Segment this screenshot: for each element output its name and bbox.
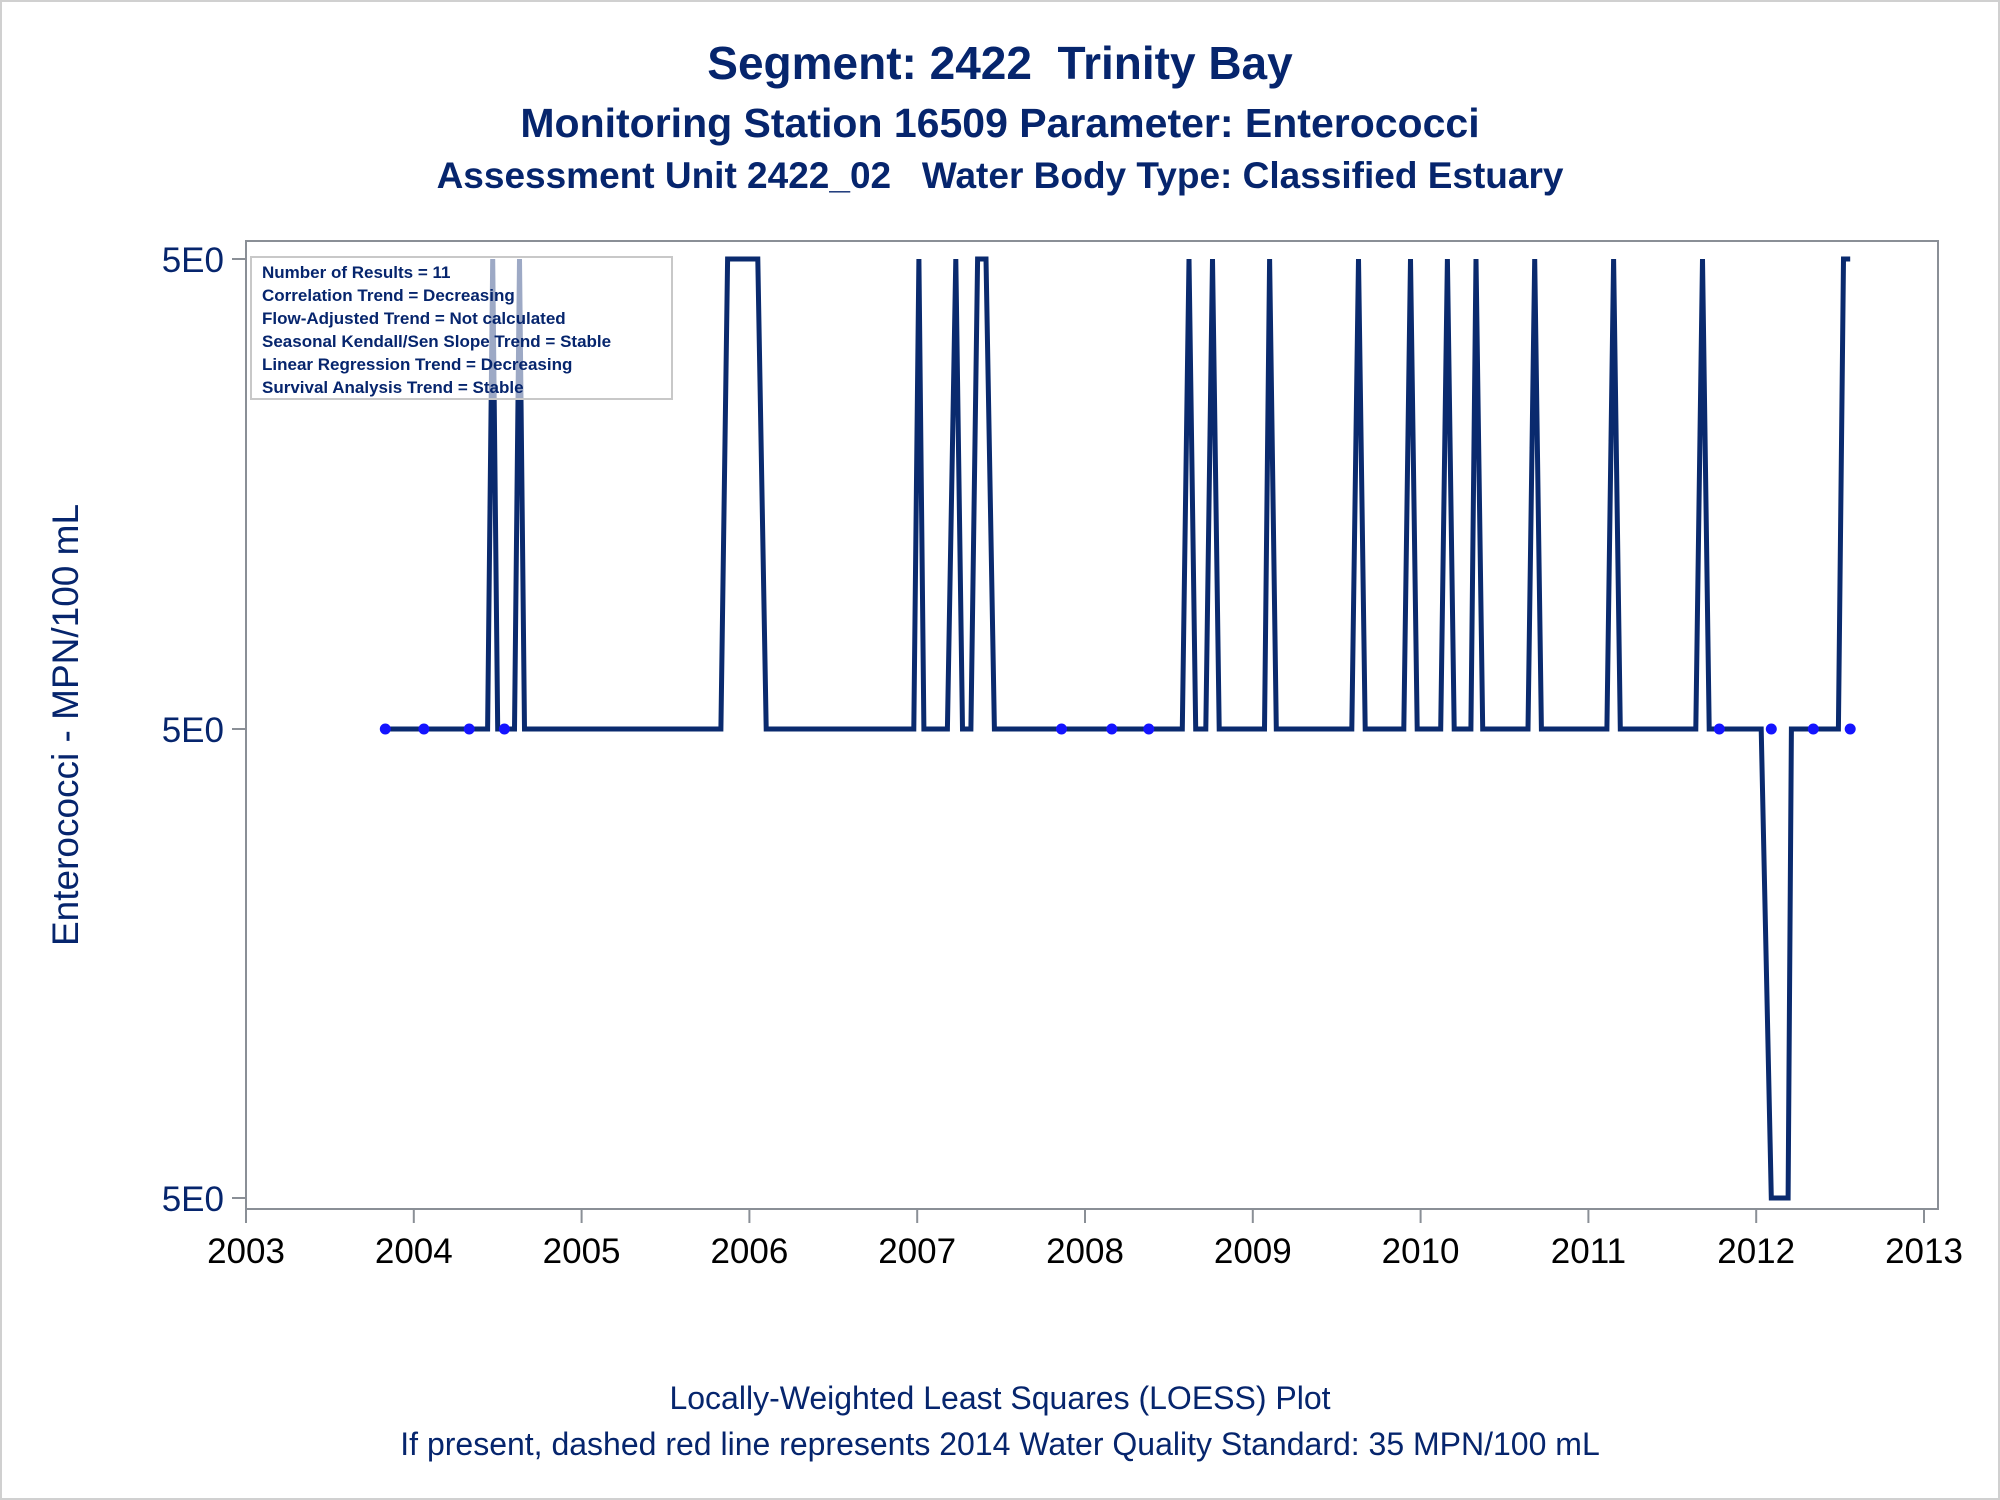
trend-box-line: Correlation Trend = Decreasing xyxy=(262,286,515,305)
chart-title: Segment: 2422 Trinity Bay xyxy=(707,37,1293,89)
x-tick-label: 2006 xyxy=(710,1232,788,1271)
y-tick-label: 5E0 xyxy=(162,1180,224,1219)
x-tick-label: 2003 xyxy=(207,1232,285,1271)
loess-line-layer xyxy=(385,256,1851,1201)
x-tick-label: 2012 xyxy=(1717,1232,1795,1271)
data-point xyxy=(379,723,391,735)
data-point xyxy=(463,723,475,735)
x-tick-label: 2008 xyxy=(1046,1232,1124,1271)
y-tick-label: 5E0 xyxy=(162,241,224,280)
data-point xyxy=(1765,723,1777,735)
trend-box-line: Flow-Adjusted Trend = Not calculated xyxy=(262,309,566,328)
data-point xyxy=(1807,723,1819,735)
trend-box-line: Survival Analysis Trend = Stable xyxy=(262,378,524,397)
chart-subtitle-station: Monitoring Station 16509 Parameter: Ente… xyxy=(520,100,1480,146)
data-point xyxy=(1106,723,1118,735)
trend-box-line: Linear Regression Trend = Decreasing xyxy=(262,355,572,374)
y-axis-label: Enterococci - MPN/100 mL xyxy=(45,504,86,946)
footnote-standard: If present, dashed red line represents 2… xyxy=(400,1426,1600,1462)
plot-area-border xyxy=(245,240,1939,1210)
x-tick-label: 2007 xyxy=(878,1232,956,1271)
data-point xyxy=(1143,723,1155,735)
x-tick-label: 2011 xyxy=(1551,1232,1626,1271)
loess-series-line xyxy=(385,256,1851,1201)
data-points-layer xyxy=(379,723,1856,735)
trend-legend-box: Number of Results = 11 Correlation Trend … xyxy=(250,256,673,400)
data-point xyxy=(1713,723,1725,735)
x-tick-label: 2005 xyxy=(543,1232,621,1271)
trend-box-line: Seasonal Kendall/Sen Slope Trend = Stabl… xyxy=(262,332,611,351)
data-point xyxy=(498,723,510,735)
x-tick-label: 2013 xyxy=(1885,1232,1963,1271)
data-point xyxy=(1056,723,1067,735)
y-tick-label: 5E0 xyxy=(162,711,224,750)
data-point xyxy=(418,723,430,735)
x-tick-label: 2010 xyxy=(1382,1232,1460,1271)
trend-box-line: Number of Results = 11 xyxy=(262,263,450,282)
x-tick-label: 2004 xyxy=(375,1232,453,1271)
footnote-loess: Locally-Weighted Least Squares (LOESS) P… xyxy=(669,1380,1331,1416)
data-point xyxy=(1844,723,1856,735)
trend-box-border xyxy=(250,256,673,400)
axes-layer: 2003 2004 2005 2006 2007 2008 2009 2010 2011 2012… xyxy=(45,240,1963,1271)
x-tick-label: 2009 xyxy=(1214,1232,1292,1271)
chart-subtitle-assessment: Assessment Unit 2422_02 Water Body Type:… xyxy=(436,155,1564,196)
